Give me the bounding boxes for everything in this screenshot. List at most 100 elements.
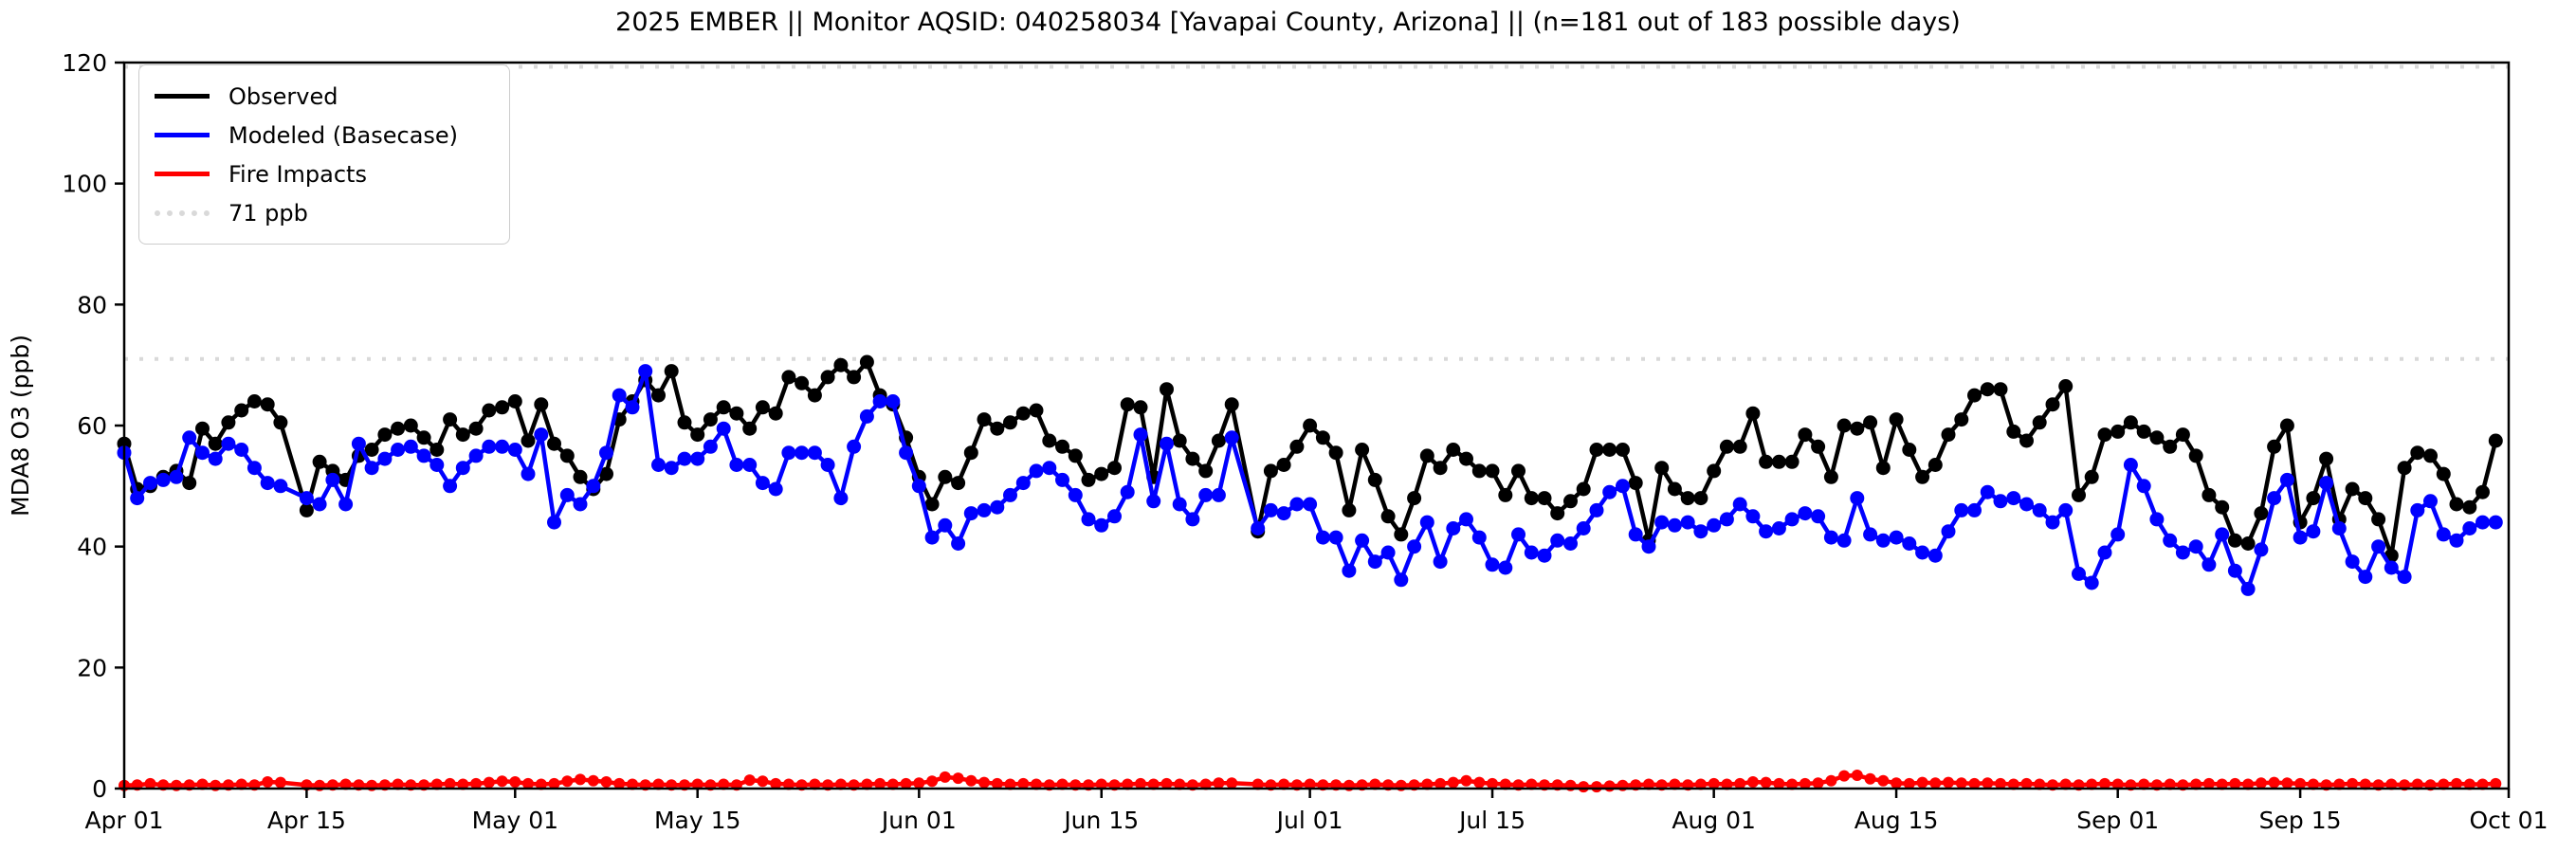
data-point [1825,774,1837,787]
data-point [716,400,731,415]
data-point [1355,533,1370,548]
data-point [364,443,379,457]
data-point [2123,458,2138,472]
data-point [2034,778,2046,790]
data-point [768,481,783,497]
data-point [391,421,406,436]
data-point [1721,778,1733,790]
data-point [939,771,951,783]
data-point [2462,521,2477,535]
data-point [2045,397,2060,412]
data-point [703,439,718,454]
data-point [1174,778,1186,790]
x-tick-label: Aug 15 [1854,807,1939,834]
data-point [834,778,847,790]
data-point [1760,776,1772,789]
data-point [781,370,796,385]
data-point [586,479,601,494]
data-point [1380,545,1396,560]
data-point [990,499,1005,515]
data-point [2333,778,2346,790]
data-point [1537,491,1552,506]
data-point [182,476,197,491]
data-point [1367,472,1382,487]
data-point [1004,778,1016,790]
data-point [2242,778,2255,790]
data-point [1172,433,1187,448]
data-point [1877,774,1890,787]
data-point [1654,461,1670,476]
data-point [742,458,758,472]
data-point [1303,418,1318,433]
data-point [2268,776,2280,789]
data-point [325,472,340,487]
data-point [2476,484,2490,499]
data-point [1328,445,1343,461]
legend-label: Fire Impacts [228,160,367,188]
data-point [1394,527,1409,542]
data-point [2084,469,2099,484]
x-tick-label: Sep 01 [2076,807,2159,834]
data-point [2462,499,2477,515]
data-point [273,415,288,430]
data-point [600,776,612,788]
data-point [1369,778,1381,790]
data-point [795,445,810,461]
data-point [847,370,862,385]
data-point [1563,536,1578,551]
data-point [587,774,599,787]
data-point [2411,778,2423,790]
data-point [1147,778,1160,790]
data-point [743,774,756,787]
data-point [1107,461,1122,476]
data-point [547,436,561,451]
data-point [521,433,536,448]
data-point [625,400,640,415]
data-point [781,445,796,461]
data-point [1891,777,1903,789]
data-point [559,487,575,502]
data-point [1680,515,1695,530]
data-point [1850,491,1865,506]
data-point [2488,433,2503,448]
data-point [652,778,665,790]
data-point [1485,463,1500,479]
data-point [351,436,366,451]
data-point [1836,418,1852,433]
data-point [1745,509,1761,524]
data-point [208,436,223,451]
data-point [455,427,470,443]
data-point [377,427,393,443]
data-point [2279,472,2294,487]
data-point [2488,515,2503,530]
data-point [755,400,770,415]
data-point [573,469,588,484]
data-point [1771,521,1786,535]
data-point [990,421,1005,436]
data-point [1511,527,1526,542]
legend-label: Observed [228,82,338,110]
data-point [1263,463,1278,479]
y-tick-label: 20 [77,654,107,681]
data-point [1498,560,1513,575]
data-point [1498,487,1513,502]
data-point [1875,533,1891,548]
data-point [2451,777,2462,789]
data-point [561,775,574,788]
data-point [507,443,522,457]
data-point [1029,463,1044,479]
data-point [2371,512,2386,527]
data-point [1160,436,1174,451]
data-point [403,418,418,433]
data-point [1303,497,1318,512]
data-point [911,479,926,494]
data-point [1902,443,1917,457]
data-point [1602,443,1617,457]
data-point [718,778,730,790]
data-point [1407,491,1422,506]
data-point [1641,539,1656,554]
data-point [2110,527,2126,542]
data-point [2331,521,2347,535]
data-point [535,778,547,790]
data-point [2058,502,2074,517]
